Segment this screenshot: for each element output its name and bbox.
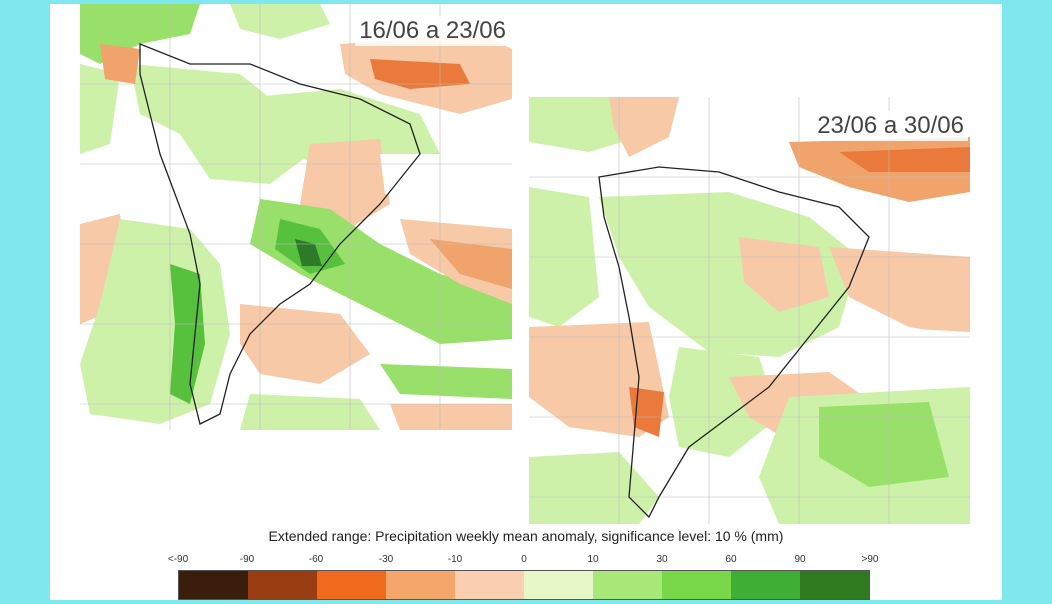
map-week-2-title: 23/06 a 30/06 — [813, 111, 968, 141]
legend-label: -60 — [308, 554, 324, 565]
legend-swatch-7 — [662, 571, 731, 599]
legend-label: -30 — [378, 554, 394, 565]
legend-color-bar — [178, 570, 870, 600]
figure-caption: Extended range: Precipitation weekly mea… — [268, 528, 784, 544]
legend-swatch-6 — [593, 571, 662, 599]
figure-frame: 16/06 a 23/06 — [50, 4, 1002, 600]
legend-label: 60 — [725, 554, 737, 565]
legend-swatch-4 — [455, 571, 524, 599]
legend-label: 0 — [521, 554, 527, 565]
legend-label: 30 — [656, 554, 668, 565]
map-week-1-graphic — [80, 4, 512, 430]
legend-swatch-9 — [800, 571, 869, 599]
map-week-2: 23/06 a 30/06 — [529, 97, 970, 524]
legend-swatch-1 — [248, 571, 317, 599]
legend-swatch-8 — [731, 571, 800, 599]
legend-label: 90 — [794, 554, 806, 565]
legend-label: >90 — [861, 554, 879, 565]
legend-label: <-90 — [167, 554, 189, 565]
legend-swatch-3 — [386, 571, 455, 599]
legend-labels: <-90 -90 -60 -30 -10 0 10 30 60 90 >90 — [168, 554, 888, 568]
legend-swatch-5 — [524, 571, 593, 599]
legend-label: -10 — [447, 554, 463, 565]
legend-label: 10 — [587, 554, 599, 565]
map-week-1: 16/06 a 23/06 — [80, 4, 512, 430]
legend-swatch-0 — [179, 571, 248, 599]
map-week-1-title: 16/06 a 23/06 — [355, 16, 510, 46]
legend-swatch-2 — [317, 571, 386, 599]
legend-label: -90 — [239, 554, 255, 565]
map-week-2-graphic — [529, 97, 970, 524]
